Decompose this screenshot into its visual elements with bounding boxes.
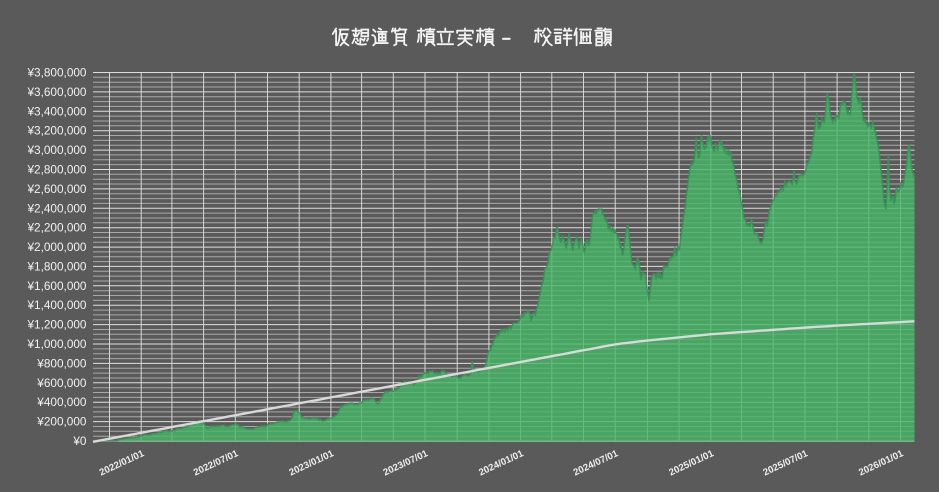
svg-text:¥1,000,000: ¥1,000,000 xyxy=(26,337,86,351)
svg-text:¥2,400,000: ¥2,400,000 xyxy=(26,201,86,215)
svg-text:¥2,600,000: ¥2,600,000 xyxy=(26,182,86,196)
svg-text:¥1,600,000: ¥1,600,000 xyxy=(26,279,86,293)
svg-text:¥3,000,000: ¥3,000,000 xyxy=(26,143,86,157)
svg-text:¥800,000: ¥800,000 xyxy=(36,356,87,370)
svg-text:¥2,000,000: ¥2,000,000 xyxy=(26,240,86,254)
svg-text:¥200,000: ¥200,000 xyxy=(36,415,87,429)
svg-text:¥1,400,000: ¥1,400,000 xyxy=(26,298,86,312)
svg-text:¥2,200,000: ¥2,200,000 xyxy=(26,221,86,235)
svg-text:¥1,200,000: ¥1,200,000 xyxy=(26,318,86,332)
svg-text:¥1,800,000: ¥1,800,000 xyxy=(26,259,86,273)
svg-text:¥600,000: ¥600,000 xyxy=(36,376,87,390)
svg-text:¥0: ¥0 xyxy=(72,434,87,448)
svg-text:¥3,800,000: ¥3,800,000 xyxy=(26,66,86,80)
svg-text:¥3,600,000: ¥3,600,000 xyxy=(26,85,86,99)
svg-text:¥3,200,000: ¥3,200,000 xyxy=(26,124,86,138)
svg-text:¥400,000: ¥400,000 xyxy=(36,395,87,409)
svg-text:¥2,800,000: ¥2,800,000 xyxy=(26,163,86,177)
svg-text:¥3,400,000: ¥3,400,000 xyxy=(26,104,86,118)
